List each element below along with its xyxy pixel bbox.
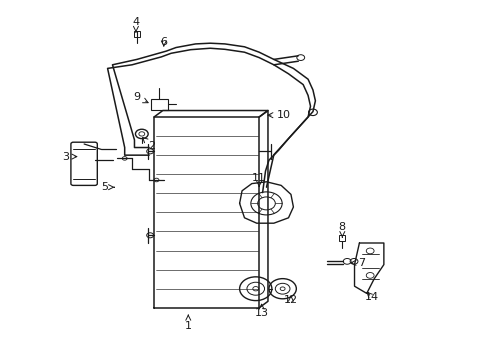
FancyBboxPatch shape (338, 235, 345, 241)
Text: 7: 7 (350, 258, 365, 268)
Bar (150, 99, 167, 110)
Text: 12: 12 (284, 294, 297, 305)
Text: 8: 8 (338, 222, 345, 237)
Text: 14: 14 (364, 292, 378, 302)
Text: 11: 11 (252, 173, 265, 186)
Text: 10: 10 (267, 110, 290, 120)
Text: 13: 13 (254, 304, 268, 318)
FancyBboxPatch shape (134, 31, 140, 37)
Text: 2: 2 (142, 138, 155, 151)
Circle shape (135, 129, 148, 139)
Text: 4: 4 (132, 17, 139, 32)
Text: 1: 1 (184, 315, 191, 331)
Text: 6: 6 (160, 37, 167, 48)
Text: 9: 9 (133, 92, 148, 103)
Text: 5: 5 (102, 182, 114, 192)
FancyBboxPatch shape (71, 142, 97, 185)
Text: 3: 3 (62, 152, 77, 162)
